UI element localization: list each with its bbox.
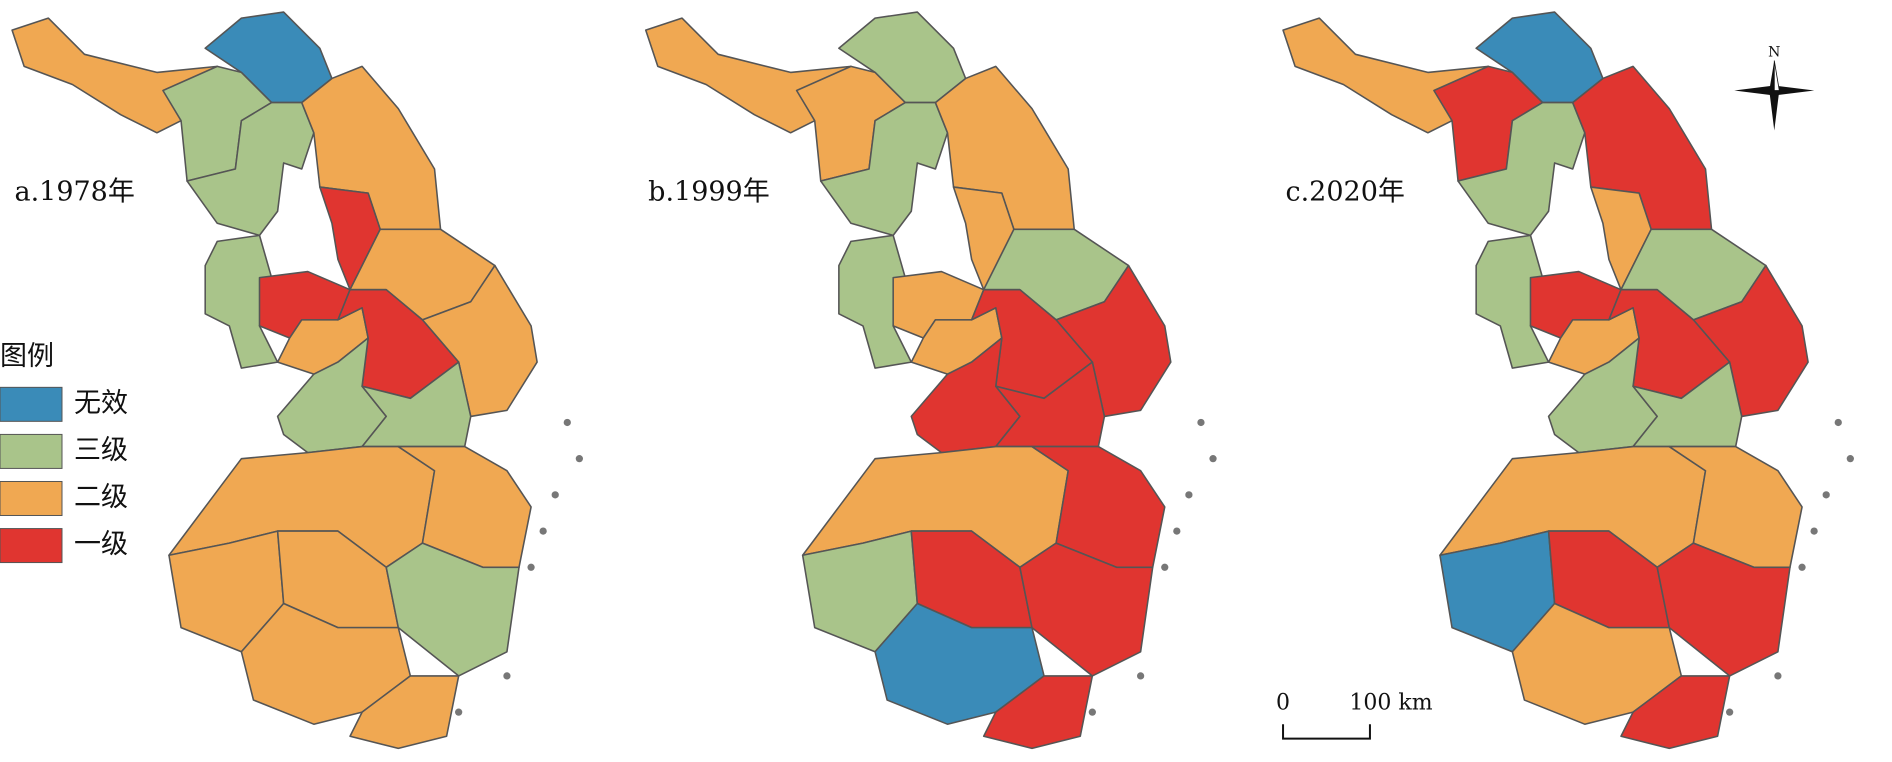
north-label: N <box>1768 45 1780 61</box>
island <box>1774 672 1782 680</box>
island <box>455 708 463 716</box>
scale-end: 100 km <box>1349 691 1432 716</box>
island <box>539 527 547 535</box>
region <box>1475 234 1550 369</box>
region <box>186 101 315 237</box>
island <box>563 418 571 427</box>
island <box>575 455 583 463</box>
island <box>1173 527 1181 535</box>
region <box>349 675 460 750</box>
island <box>1185 491 1193 499</box>
island <box>1197 418 1205 427</box>
scale-start: 0 <box>1276 691 1290 716</box>
island <box>527 563 535 571</box>
region <box>204 234 279 369</box>
island <box>1726 708 1734 716</box>
legend-swatch <box>0 480 63 516</box>
panel-label: b.1999年 <box>648 177 770 208</box>
region <box>1019 542 1154 677</box>
island <box>503 672 511 680</box>
legend-label: 无效 <box>74 388 128 419</box>
region <box>1620 675 1731 750</box>
region <box>385 542 520 677</box>
region <box>982 675 1094 750</box>
legend-swatch <box>0 433 63 469</box>
island <box>1846 455 1854 463</box>
legend-swatch <box>0 528 63 564</box>
legend-title: 图例 <box>0 341 54 372</box>
island <box>1161 563 1169 571</box>
region <box>1457 101 1586 237</box>
island <box>1834 418 1842 427</box>
island <box>1136 672 1145 680</box>
legend-label: 二级 <box>74 482 128 513</box>
island <box>551 491 559 499</box>
legend-swatch <box>0 386 63 422</box>
island <box>1822 491 1830 499</box>
island <box>1088 708 1096 716</box>
map-panel <box>1282 11 1854 750</box>
legend-label: 三级 <box>74 435 128 466</box>
panel-label: c.2020年 <box>1285 177 1404 208</box>
island <box>1798 563 1806 571</box>
map-panel <box>11 11 583 750</box>
island <box>1209 455 1217 463</box>
scale-bar <box>1282 724 1371 740</box>
map-panel <box>644 11 1217 750</box>
legend-label: 一级 <box>74 529 128 560</box>
region <box>1656 542 1791 677</box>
north-arrow-hl <box>1773 60 1780 91</box>
region <box>838 234 913 369</box>
panel-label: a.1978年 <box>14 177 134 208</box>
island <box>1810 527 1818 535</box>
region <box>819 101 949 237</box>
